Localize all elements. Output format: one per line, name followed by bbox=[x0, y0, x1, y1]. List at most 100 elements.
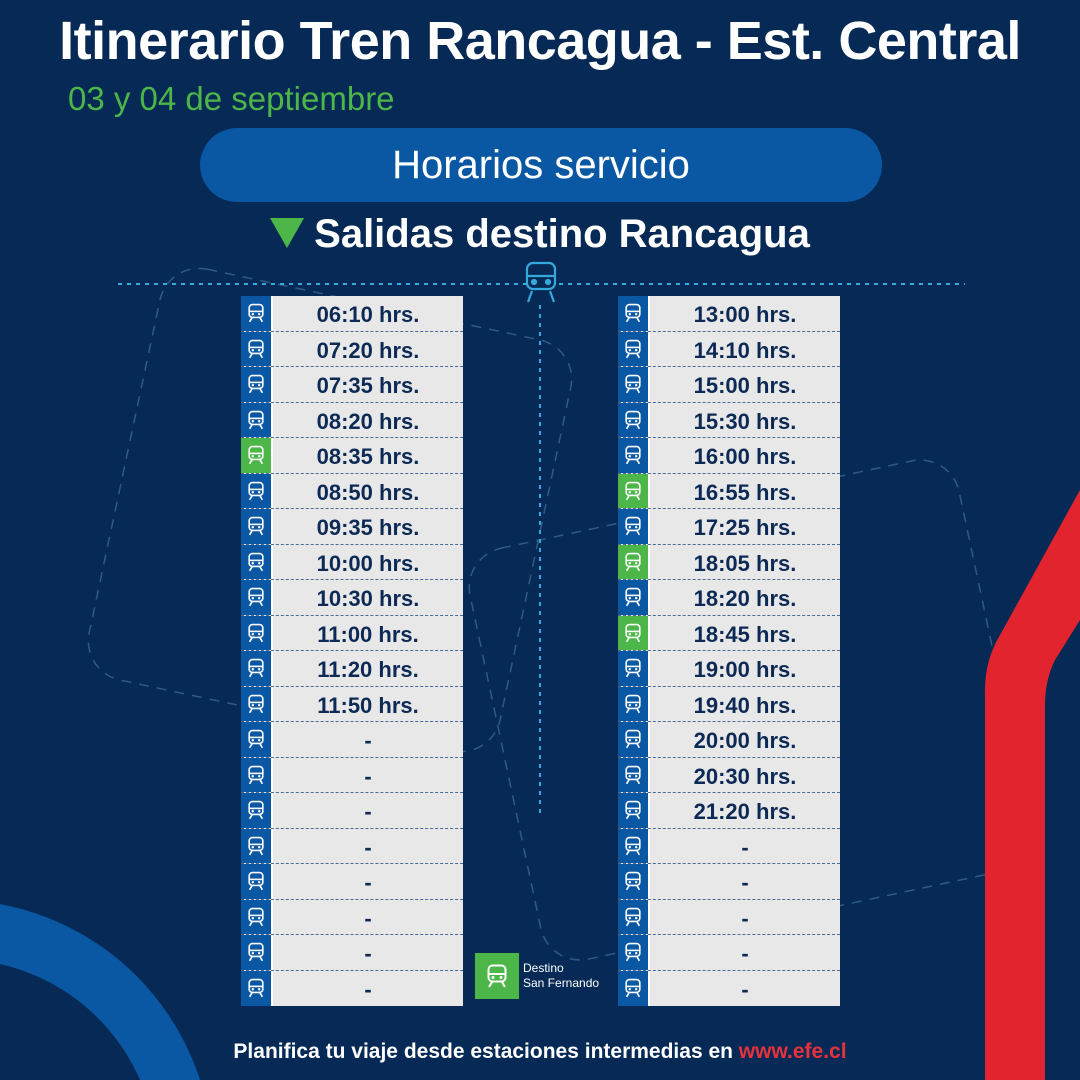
departure-time: 16:00 hrs. bbox=[693, 444, 797, 469]
train-icon bbox=[625, 730, 641, 749]
schedule-row: 21:20 hrs. bbox=[618, 793, 840, 829]
schedule-row: - bbox=[241, 935, 463, 971]
train-tag bbox=[618, 722, 650, 757]
train-icon bbox=[248, 836, 264, 855]
schedule-row: 13:00 hrs. bbox=[618, 296, 840, 332]
train-icon bbox=[248, 872, 264, 891]
schedule-row: - bbox=[241, 793, 463, 829]
page-title: Itinerario Tren Rancagua - Est. Central bbox=[59, 11, 1021, 71]
train-tag bbox=[241, 331, 273, 366]
schedule-row: 09:35 hrs. bbox=[241, 509, 463, 545]
train-tag bbox=[618, 438, 650, 473]
departure-time: 11:50 hrs. bbox=[317, 692, 419, 718]
schedule-row: 18:45 hrs. bbox=[618, 615, 840, 651]
train-icon bbox=[248, 659, 264, 678]
train-icon bbox=[625, 517, 641, 536]
departure-time: 18:20 hrs. bbox=[693, 586, 797, 611]
schedule-row: 15:00 hrs. bbox=[618, 367, 840, 403]
departure-time: 18:05 hrs. bbox=[693, 550, 797, 576]
departure-time: - bbox=[364, 870, 372, 895]
train-tag bbox=[618, 935, 650, 970]
departure-time: 16:55 hrs. bbox=[693, 479, 797, 505]
train-icon bbox=[248, 375, 264, 394]
efe-link[interactable]: www.efe.cl bbox=[738, 1040, 847, 1063]
train-icon bbox=[487, 964, 507, 988]
schedule-row: - bbox=[241, 970, 463, 1006]
footer-text: Planifica tu viaje desde estaciones inte… bbox=[233, 1040, 739, 1063]
departure-time: 08:50 hrs. bbox=[316, 479, 420, 505]
train-icon bbox=[625, 694, 641, 713]
train-icon bbox=[625, 339, 641, 358]
train-icon bbox=[248, 801, 264, 820]
train-icon bbox=[625, 765, 641, 784]
train-tag bbox=[241, 970, 273, 1006]
train-tag bbox=[241, 722, 273, 757]
train-tag bbox=[241, 935, 273, 970]
schedule-row: - bbox=[618, 935, 840, 971]
departure-time: - bbox=[741, 834, 749, 860]
train-icon bbox=[625, 481, 641, 500]
train-tag bbox=[618, 686, 650, 721]
departure-time: 10:00 hrs. bbox=[316, 550, 420, 576]
train-tag bbox=[241, 686, 273, 721]
departure-time: 08:20 hrs. bbox=[316, 408, 420, 434]
schedule-row: 08:20 hrs. bbox=[241, 402, 463, 438]
train-icon bbox=[625, 552, 641, 571]
departure-time: 09:35 hrs. bbox=[316, 515, 420, 540]
train-icon bbox=[248, 517, 264, 536]
schedule-row: - bbox=[241, 828, 463, 864]
schedule-row: 11:00 hrs. bbox=[241, 615, 463, 651]
section-heading-label: Salidas destino Rancagua bbox=[314, 212, 810, 256]
schedule-row: - bbox=[618, 970, 840, 1006]
schedule-row: 07:20 hrs. bbox=[241, 331, 463, 367]
train-icon bbox=[248, 907, 264, 926]
train-tag bbox=[241, 509, 273, 544]
train-tag bbox=[241, 899, 273, 934]
train-icon bbox=[625, 979, 641, 998]
train-tag bbox=[618, 296, 650, 331]
train-icon bbox=[248, 481, 264, 500]
departure-time: 15:00 hrs. bbox=[693, 373, 797, 398]
legend-line-2: San Fernando bbox=[523, 976, 600, 990]
footer: Planifica tu viaje desde estaciones inte… bbox=[0, 1040, 1080, 1064]
schedule-row: 10:30 hrs. bbox=[241, 580, 463, 616]
departure-time: - bbox=[364, 799, 372, 824]
train-icon bbox=[248, 623, 264, 642]
train-tag bbox=[241, 473, 273, 508]
train-tag bbox=[241, 544, 273, 579]
schedule-row: - bbox=[618, 899, 840, 935]
schedule-row: 07:35 hrs. bbox=[241, 367, 463, 403]
departure-time: 15:30 hrs. bbox=[693, 408, 797, 434]
departure-time: - bbox=[364, 763, 372, 789]
train-tag bbox=[618, 509, 650, 544]
train-tag bbox=[241, 367, 273, 402]
train-icon bbox=[625, 623, 641, 642]
departure-time: - bbox=[364, 728, 372, 753]
train-tag bbox=[241, 828, 273, 863]
legend-line-1: Destino bbox=[523, 961, 564, 975]
train-tag bbox=[618, 580, 650, 615]
schedule-row: 19:00 hrs. bbox=[618, 651, 840, 687]
schedule-row: - bbox=[618, 828, 840, 864]
schedule-row: 15:30 hrs. bbox=[618, 402, 840, 438]
departure-time: - bbox=[741, 941, 749, 966]
schedule-row: 06:10 hrs. bbox=[241, 296, 463, 332]
train-tag bbox=[618, 331, 650, 366]
departure-time: 11:00 hrs. bbox=[317, 621, 419, 647]
schedule-row: - bbox=[618, 864, 840, 900]
schedule-row: 16:55 hrs. bbox=[618, 473, 840, 509]
train-icon bbox=[625, 801, 641, 820]
departure-time: 20:30 hrs. bbox=[693, 763, 797, 789]
service-hours-banner: Horarios servicio bbox=[200, 128, 882, 202]
train-icon bbox=[625, 907, 641, 926]
schedule-row: - bbox=[241, 899, 463, 935]
departure-time: 08:35 hrs. bbox=[316, 444, 420, 469]
train-icon bbox=[248, 730, 264, 749]
schedule-row: 16:00 hrs. bbox=[618, 438, 840, 474]
train-tag bbox=[241, 615, 273, 650]
train-tag bbox=[618, 651, 650, 686]
train-tag bbox=[618, 402, 650, 437]
schedule-row: 11:50 hrs. bbox=[241, 686, 463, 722]
train-icon bbox=[625, 943, 641, 962]
departure-time: 07:35 hrs. bbox=[316, 373, 420, 398]
